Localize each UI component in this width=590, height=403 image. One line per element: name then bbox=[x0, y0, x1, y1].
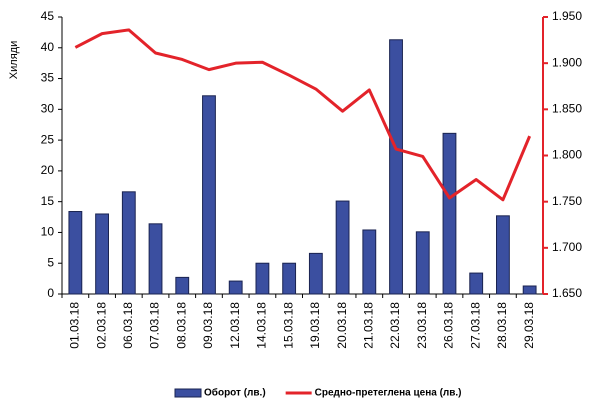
y2-tick-label: 1.700 bbox=[552, 240, 582, 254]
y-tick-label: 10 bbox=[41, 225, 55, 239]
x-tick-label: 27.03.18 bbox=[468, 302, 482, 349]
y-tick-label: 25 bbox=[41, 132, 55, 146]
x-tick-label: 29.03.18 bbox=[522, 302, 536, 349]
line bbox=[74, 28, 532, 202]
y-tick-label: 35 bbox=[41, 71, 55, 85]
bar bbox=[522, 285, 537, 295]
x-tick-label: 09.03.18 bbox=[201, 302, 215, 349]
bar bbox=[496, 215, 510, 295]
bar bbox=[121, 191, 136, 295]
bar bbox=[148, 223, 163, 295]
bar bbox=[362, 229, 377, 295]
y2-tick-label: 1.800 bbox=[552, 148, 582, 162]
x-tick-label: 15.03.18 bbox=[281, 302, 295, 349]
x-tick-label: 20.03.18 bbox=[335, 302, 349, 349]
legend-label: Средно-претеглена цена (лв.) bbox=[315, 388, 462, 399]
bar bbox=[282, 262, 297, 295]
bar bbox=[228, 280, 243, 295]
x-tick-label: 07.03.18 bbox=[148, 302, 162, 349]
y-tick-label: 20 bbox=[41, 163, 55, 177]
x-tick-label: 08.03.18 bbox=[174, 302, 188, 349]
y-tick-label: 15 bbox=[41, 194, 55, 208]
bar bbox=[68, 211, 83, 295]
x-tick-label: 28.03.18 bbox=[495, 302, 509, 349]
bar bbox=[255, 262, 270, 295]
x-tick-label: 12.03.18 bbox=[228, 302, 242, 349]
bar bbox=[442, 132, 457, 295]
x-tick-label: 02.03.18 bbox=[94, 302, 108, 349]
x-tick-label: 19.03.18 bbox=[308, 302, 322, 349]
bar bbox=[202, 95, 216, 295]
x-tick-label: 06.03.18 bbox=[121, 302, 135, 349]
x-tick-label: 21.03.18 bbox=[361, 302, 375, 349]
y-tick-label: 45 bbox=[41, 9, 55, 23]
bar bbox=[389, 39, 403, 295]
x-tick-label: 23.03.18 bbox=[415, 302, 429, 349]
x-tick-label: 22.03.18 bbox=[388, 302, 402, 349]
bar bbox=[335, 200, 350, 295]
y-tick-label: 30 bbox=[41, 102, 55, 116]
y2-tick-label: 1.900 bbox=[552, 55, 582, 69]
x-tick-label: 01.03.18 bbox=[68, 302, 82, 349]
y2-tick-label: 1.750 bbox=[552, 194, 582, 208]
bar bbox=[95, 213, 109, 295]
bar bbox=[308, 252, 323, 295]
legend-swatch bbox=[174, 388, 202, 398]
bar bbox=[469, 272, 484, 295]
y-tick-label: 40 bbox=[41, 40, 55, 54]
x-tick-label: 14.03.18 bbox=[255, 302, 269, 349]
y2-tick-label: 1.950 bbox=[552, 9, 582, 23]
y2-tick-label: 1.850 bbox=[552, 102, 582, 116]
legend: Оборот (лв.) Средно-претеглена цена (лв.) bbox=[174, 387, 462, 399]
y-tick-label: 5 bbox=[47, 255, 54, 269]
y-tick-label: 0 bbox=[47, 286, 54, 300]
legend-label: Оборот (лв.) bbox=[204, 387, 266, 399]
x-tick-label: 26.03.18 bbox=[442, 302, 456, 349]
y-axis-label: Хиляди bbox=[8, 41, 20, 79]
bar bbox=[415, 231, 430, 295]
bar bbox=[175, 276, 190, 295]
y2-tick-label: 1.650 bbox=[552, 286, 582, 300]
